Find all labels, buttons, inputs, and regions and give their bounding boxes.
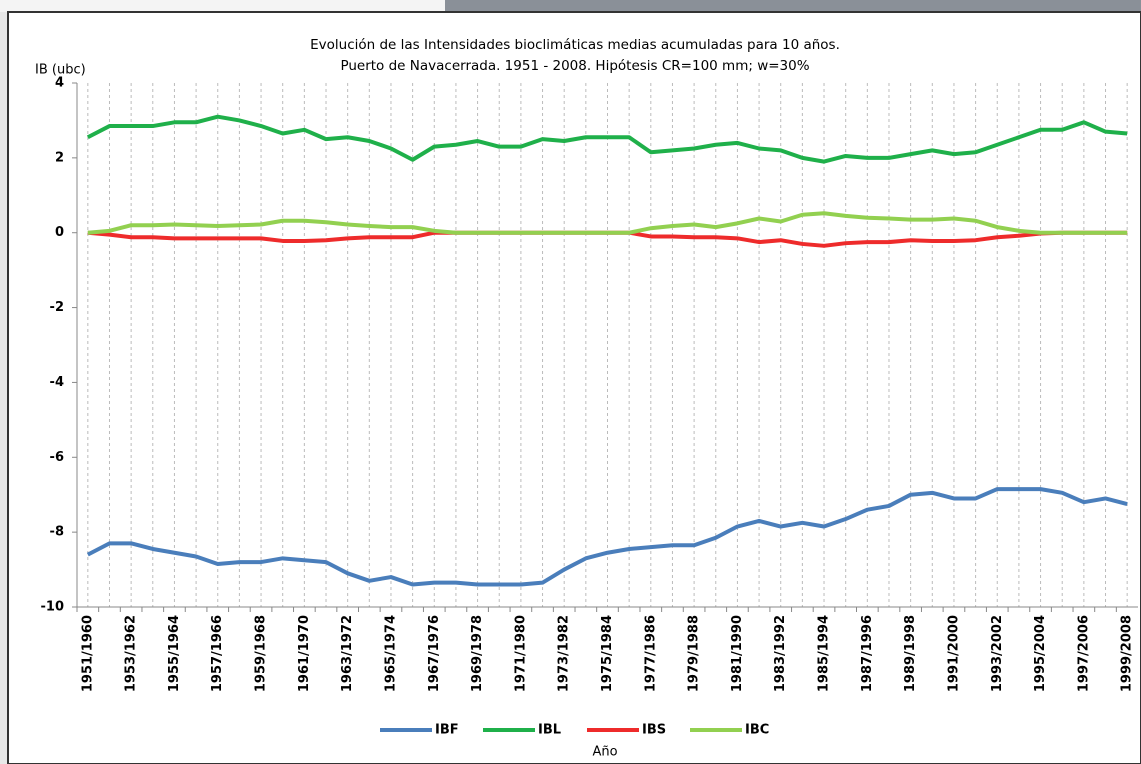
x-tick-label: 1995/2004 (1033, 615, 1048, 692)
background-window (0, 12, 8, 764)
data-line (86, 487, 1128, 587)
x-tick-label: 1953/1962 (124, 615, 139, 692)
legend-label: IBC (745, 723, 769, 738)
chart-title: Evolución de las Intensidades bioclimáti… (310, 37, 840, 53)
y-tick-label: 4 (55, 76, 64, 91)
x-tick-label: 1999/2008 (1120, 615, 1135, 692)
y-tick-label: -4 (50, 375, 64, 390)
x-tick-label: 1965/1974 (383, 615, 398, 692)
x-tick-label: 1991/2000 (946, 615, 961, 692)
data-line (86, 114, 1128, 164)
y-tick-label: 0 (55, 225, 64, 240)
x-tick-label: 1969/1978 (470, 615, 485, 692)
x-tick-label: 1983/1992 (773, 615, 788, 692)
chart-subtitle: Puerto de Navacerrada. 1951 - 2008. Hipó… (340, 58, 809, 74)
x-tick-label: 1955/1964 (167, 615, 182, 692)
x-tick-label: 1979/1988 (687, 615, 702, 692)
y-tick-label: -6 (50, 450, 64, 465)
x-axis-label: Año (592, 745, 617, 760)
x-tick-label: 1977/1986 (643, 615, 658, 692)
x-tick-label: 1971/1980 (513, 615, 528, 692)
x-tick-label: 1961/1970 (297, 615, 312, 692)
x-tick-label: 1975/1984 (600, 615, 615, 692)
x-tick-label: 1987/1996 (860, 615, 875, 692)
x-tick-label: 1981/1990 (730, 615, 745, 692)
legend-label: IBS (642, 723, 666, 738)
data-line (87, 211, 1128, 235)
legend-label: IBL (538, 723, 561, 738)
x-tick-label: 1951/1960 (80, 615, 95, 692)
x-tick-label: 1959/1968 (254, 615, 269, 692)
x-tick-label: 1985/1994 (817, 615, 832, 692)
y-tick-label: -8 (50, 525, 64, 540)
x-tick-label: 1997/2006 (1076, 615, 1091, 692)
x-tick-label: 1963/1972 (340, 615, 355, 692)
y-tick-label: -2 (50, 300, 64, 315)
y-tick-label: -10 (41, 600, 65, 615)
x-tick-label: 1967/1976 (427, 615, 442, 692)
y-axis-label: IB (ubc) (35, 63, 86, 78)
legend-label: IBF (435, 723, 459, 738)
background-window (0, 0, 445, 12)
y-tick-label: 2 (55, 150, 64, 165)
x-tick-label: 1993/2002 (990, 615, 1005, 692)
x-tick-label: 1973/1982 (557, 615, 572, 692)
x-tick-label: 1957/1966 (210, 615, 225, 692)
background-window (445, 0, 1141, 12)
x-tick-label: 1989/1998 (903, 615, 918, 692)
